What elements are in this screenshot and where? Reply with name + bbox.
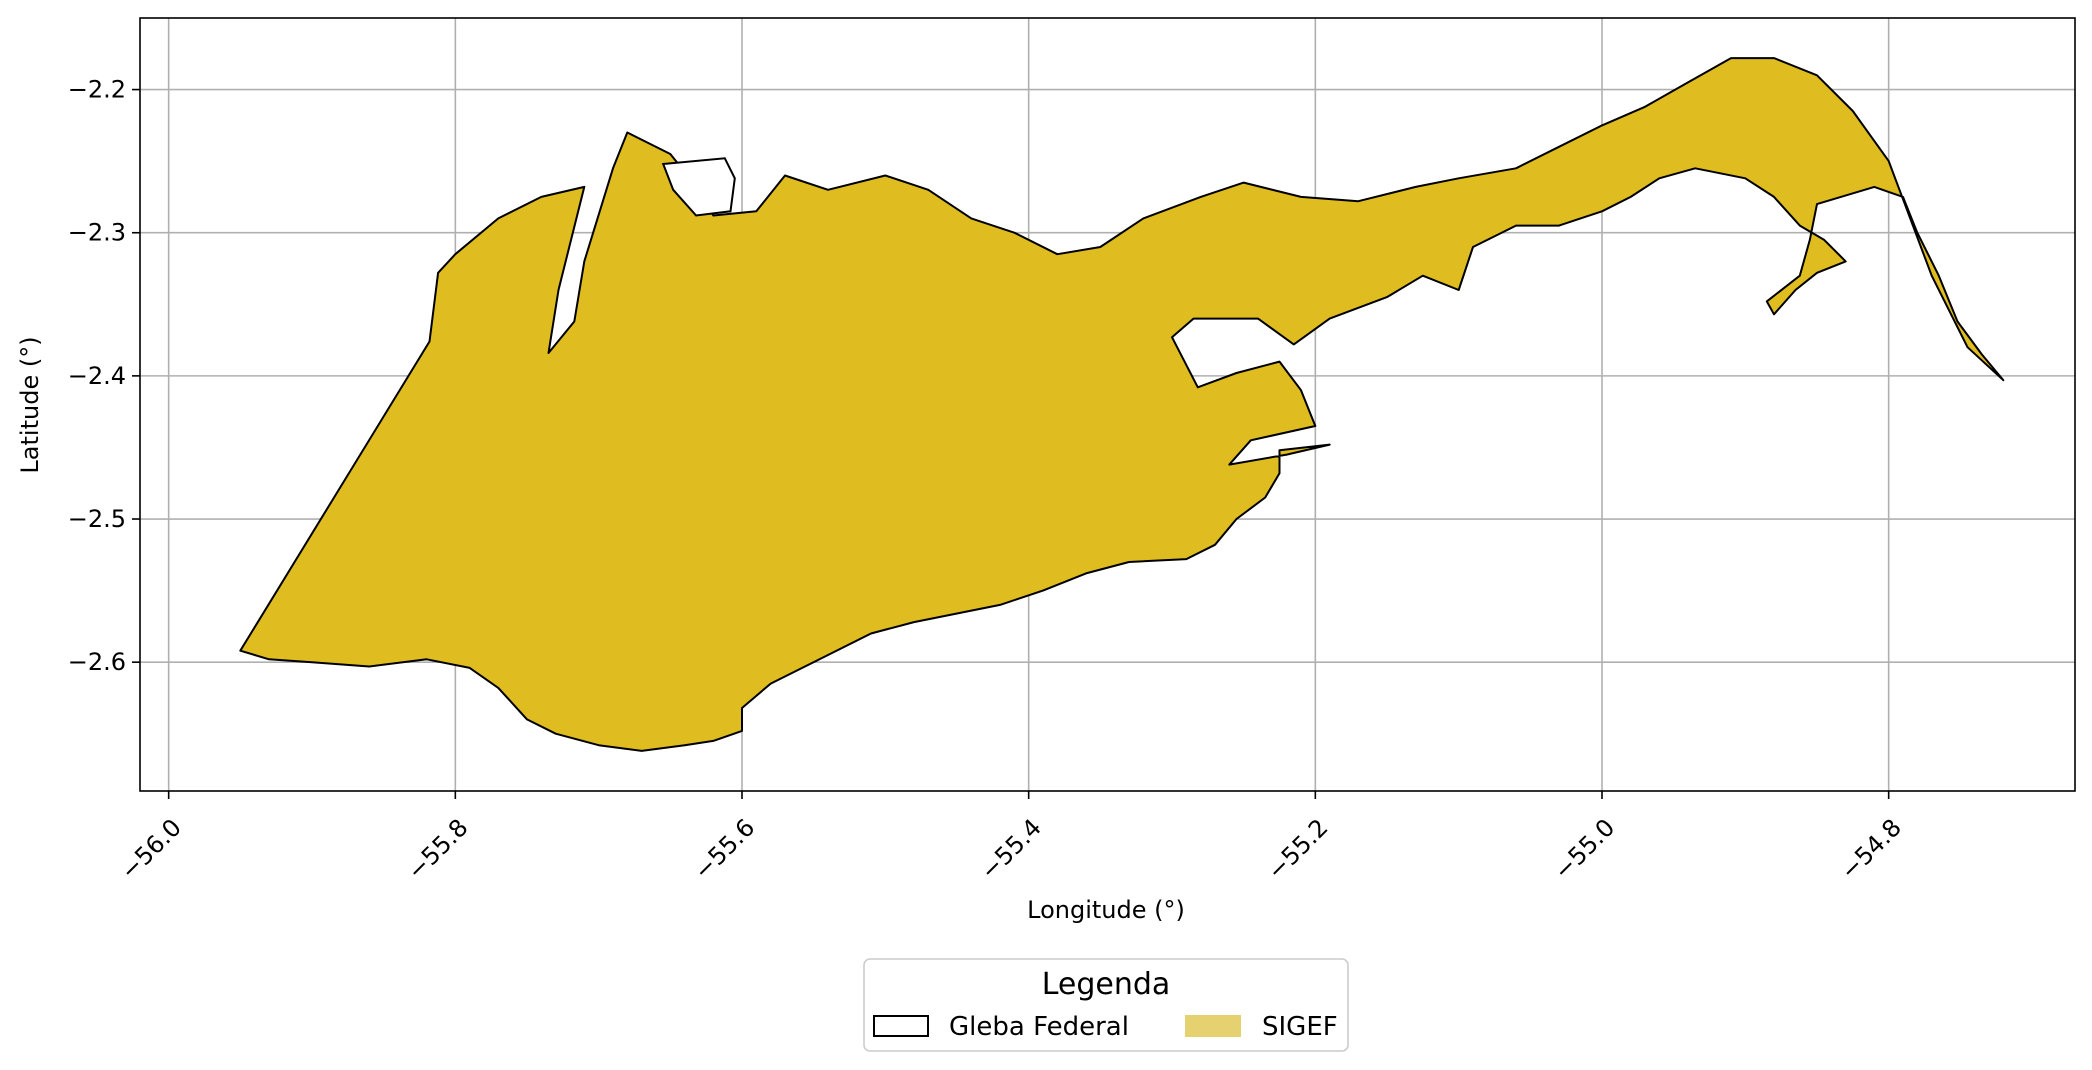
- y-tick-label: −2.5: [68, 505, 126, 533]
- x-axis-ticks: −56.0 −55.8 −55.6 −55.4 −55.2 −55.0 −54.8: [115, 791, 1907, 885]
- sigef-polygon-main: [239, 57, 2005, 752]
- legend: Legenda Gleba Federal SIGEF: [863, 958, 1349, 1052]
- legend-label-gleba-federal: Gleba Federal: [949, 1012, 1129, 1042]
- x-tick-label: −55.6: [688, 813, 760, 885]
- legend-title: Legenda: [1042, 967, 1171, 1002]
- legend-label-sigef: SIGEF: [1262, 1012, 1338, 1042]
- y-axis-ticks: −2.2 −2.3 −2.4 −2.5 −2.6: [68, 76, 140, 676]
- y-tick-label: −2.3: [68, 219, 126, 247]
- x-tick-label: −54.8: [1835, 813, 1907, 885]
- y-tick-label: −2.6: [68, 648, 126, 676]
- legend-swatch-sigef: [1185, 1015, 1241, 1037]
- plot-area-frame: [139, 17, 2076, 792]
- x-tick-label: −55.2: [1262, 813, 1334, 885]
- x-tick-label: −55.8: [402, 813, 474, 885]
- x-tick-label: −55.4: [975, 813, 1047, 885]
- x-tick-label: −55.0: [1548, 813, 1620, 885]
- y-tick-label: −2.4: [68, 362, 126, 390]
- gleba-federal-holes: [661, 157, 736, 217]
- gleba-federal-gap: [661, 157, 736, 217]
- x-axis-title: Longitude (°): [1027, 896, 1185, 924]
- sigef-polygons: [239, 57, 2005, 752]
- y-tick-label: −2.2: [68, 76, 126, 104]
- y-axis-title: Latitude (°): [16, 336, 44, 473]
- x-tick-label: −56.0: [115, 813, 187, 885]
- legend-swatch-gleba-federal: [873, 1015, 929, 1037]
